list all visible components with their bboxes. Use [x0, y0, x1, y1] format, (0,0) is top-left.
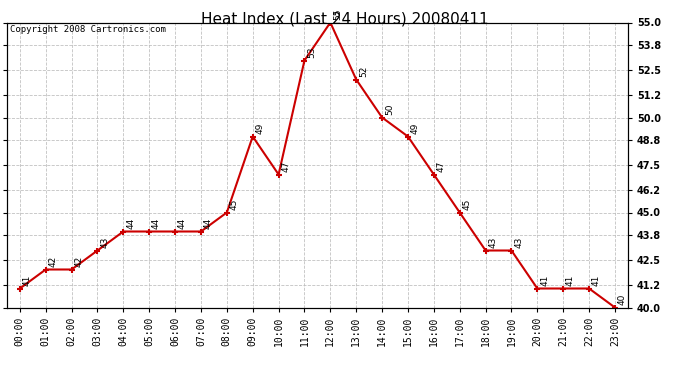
Text: 41: 41 [540, 274, 549, 286]
Text: 47: 47 [437, 160, 446, 172]
Text: 42: 42 [75, 255, 83, 267]
Text: 50: 50 [385, 103, 394, 115]
Text: 43: 43 [514, 236, 523, 248]
Text: Heat Index (Last 24 Hours) 20080411: Heat Index (Last 24 Hours) 20080411 [201, 11, 489, 26]
Text: 44: 44 [126, 217, 135, 229]
Text: 41: 41 [566, 274, 575, 286]
Text: 52: 52 [359, 65, 368, 77]
Text: 41: 41 [592, 274, 601, 286]
Text: 43: 43 [100, 236, 109, 248]
Text: 49: 49 [411, 122, 420, 134]
Text: Copyright 2008 Cartronics.com: Copyright 2008 Cartronics.com [10, 26, 166, 34]
Text: 44: 44 [178, 217, 187, 229]
Text: 42: 42 [48, 255, 57, 267]
Text: 47: 47 [282, 160, 290, 172]
Text: 55: 55 [333, 8, 342, 20]
Text: 44: 44 [204, 217, 213, 229]
Text: 44: 44 [152, 217, 161, 229]
Text: 49: 49 [255, 122, 264, 134]
Text: 40: 40 [618, 293, 627, 305]
Text: 53: 53 [307, 46, 316, 58]
Text: 45: 45 [230, 198, 239, 210]
Text: 43: 43 [489, 236, 497, 248]
Text: 45: 45 [462, 198, 471, 210]
Text: 41: 41 [23, 274, 32, 286]
